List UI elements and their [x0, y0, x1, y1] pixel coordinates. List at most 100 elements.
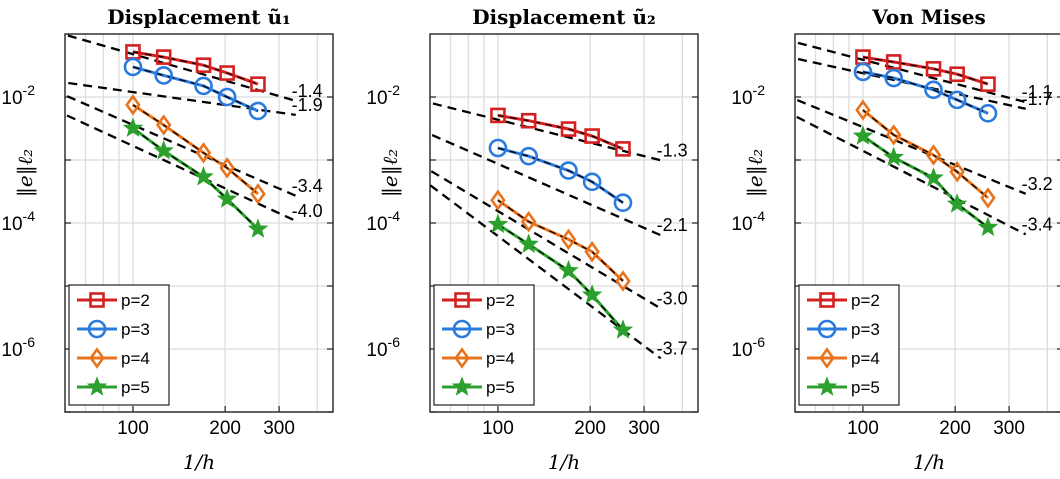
legend-label: p=4	[851, 349, 880, 368]
data-point	[487, 213, 509, 234]
data-point	[615, 270, 631, 292]
series-p=5	[852, 125, 999, 237]
series-p=2	[490, 107, 631, 157]
data-point	[194, 76, 213, 96]
data-point	[615, 141, 631, 157]
data-point	[977, 216, 999, 237]
slope-label: -1.4	[292, 81, 323, 101]
y-tick-label: 10-4	[366, 208, 400, 235]
legend-entry: p=4	[807, 347, 880, 369]
data-point	[560, 228, 577, 251]
x-tick-label: 100	[847, 418, 879, 439]
legend-entry: p=2	[442, 291, 515, 310]
series-p=3	[488, 138, 633, 213]
series-p=4	[490, 189, 631, 292]
data-point	[582, 172, 602, 192]
data-point	[154, 66, 173, 85]
slope-label: -1.9	[292, 95, 323, 115]
data-point	[122, 117, 144, 137]
data-point	[193, 166, 214, 186]
legend-label: p=2	[851, 291, 880, 310]
slope-label: -2.1	[657, 215, 688, 235]
legend-entry: p=3	[807, 319, 880, 339]
legend-entry: p=4	[77, 347, 150, 369]
legend-marker	[452, 319, 472, 339]
legend-entry: p=2	[807, 291, 880, 310]
plot-area	[65, 34, 297, 238]
data-point	[155, 49, 172, 65]
x-tick-label: 300	[628, 418, 660, 439]
data-point	[559, 161, 578, 180]
legend-marker	[86, 376, 108, 396]
legend-label: p=4	[121, 349, 150, 368]
slope-label: -3.7	[657, 338, 688, 358]
legend-label: p=5	[486, 378, 515, 397]
legend-entry: p=5	[807, 376, 880, 397]
legend-box	[433, 284, 535, 406]
slope-reference-line	[430, 183, 662, 360]
legend-label: p=3	[121, 320, 150, 339]
data-point	[216, 188, 238, 208]
y-tick-label: 10-2	[366, 82, 400, 109]
slope-reference-line	[430, 132, 662, 237]
x-axis-label: 1/h	[913, 450, 945, 474]
data-point	[924, 80, 943, 100]
x-tick-label: 200	[209, 418, 241, 439]
data-point	[250, 183, 266, 205]
x-tick-label: 100	[117, 418, 149, 439]
data-point	[488, 138, 508, 158]
y-axis-label: ‖e‖ℓ₂	[743, 149, 768, 197]
plot-area	[430, 101, 662, 360]
fit-line	[862, 135, 989, 228]
slope-reference-line	[65, 113, 297, 222]
data-point	[855, 99, 871, 121]
slope-reference-line	[795, 40, 1027, 104]
series-p=3	[853, 62, 998, 123]
fit-line	[132, 66, 259, 112]
fit-line	[132, 104, 259, 195]
legend-label: p=2	[121, 291, 150, 310]
legend-entry: p=3	[77, 319, 150, 339]
y-tick-label: 10-6	[731, 334, 765, 361]
legend-marker	[816, 376, 838, 396]
series-line	[861, 108, 989, 200]
data-point	[558, 259, 579, 280]
x-axis-label: 1/h	[548, 450, 580, 474]
data-point	[885, 124, 902, 146]
data-point	[123, 57, 143, 77]
series-line	[497, 113, 624, 151]
fit-line	[497, 199, 624, 282]
legend-label: p=3	[486, 320, 515, 339]
data-point	[947, 90, 967, 110]
slope-reference-line	[430, 169, 662, 310]
chart-panel-1: 100 200 300 10-2 10-4 10-6 Displacement ũ₁ 1/h ‖…	[1, 5, 334, 474]
fit-line	[497, 147, 624, 204]
legend-entry: p=2	[77, 291, 150, 310]
data-point	[248, 101, 268, 121]
fit-line	[862, 71, 989, 114]
series-p=4	[855, 99, 996, 209]
data-point	[219, 157, 235, 179]
legend: p=2 p=3 p=4 p=5	[798, 284, 900, 406]
fit-line	[862, 109, 989, 199]
legend-box	[798, 284, 900, 406]
legend-marker	[454, 347, 470, 369]
legend-label: p=2	[486, 291, 515, 310]
legend-label: p=5	[851, 378, 880, 397]
x-tick-label: 100	[482, 418, 514, 439]
slope-label: -3.4	[292, 176, 323, 196]
data-point	[946, 193, 968, 213]
fit-line	[132, 51, 259, 85]
legend-entry: p=4	[442, 347, 515, 369]
data-point	[853, 62, 873, 82]
slope-label: -1.3	[657, 140, 688, 160]
data-point	[219, 65, 235, 81]
legend: p=2 p=3 p=4 p=5	[68, 284, 170, 406]
data-point	[560, 121, 577, 137]
x-tick-label: 300	[263, 418, 295, 439]
data-point	[852, 125, 874, 145]
data-point	[217, 87, 237, 107]
data-point	[195, 57, 212, 73]
data-point	[613, 193, 633, 213]
legend-marker	[819, 347, 835, 369]
